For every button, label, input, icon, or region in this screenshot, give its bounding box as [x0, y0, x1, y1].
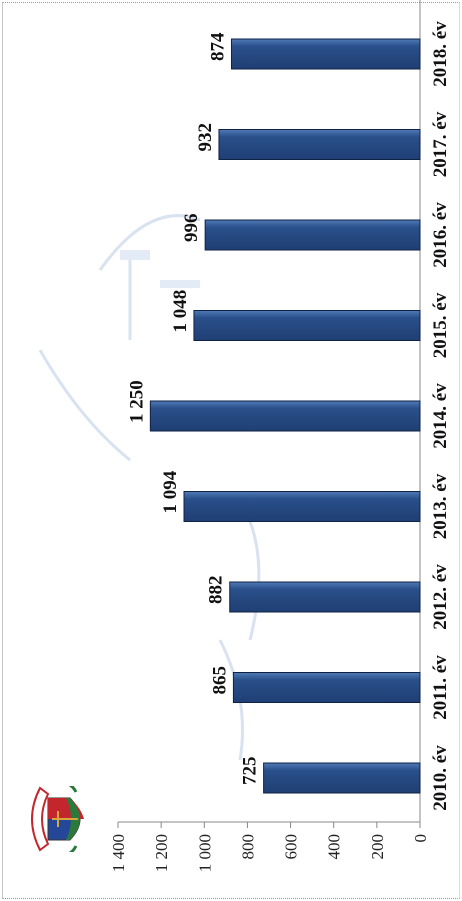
bar-2015: [193, 310, 421, 341]
category-label: 2017. év: [430, 111, 451, 177]
axis-tick-label: 200: [368, 834, 387, 860]
bar-2016: [204, 219, 421, 251]
axis-tick-label: 0: [411, 834, 430, 843]
axis-tick-label: 800: [238, 834, 257, 860]
bar-2018: [230, 38, 421, 70]
category-label: 2016. év: [430, 202, 451, 268]
category-label: 2015. év: [430, 292, 451, 358]
bar-value-label: 1 250: [126, 380, 147, 423]
axis-tick-label: 1 200: [152, 834, 171, 872]
bar-value-label: 1 048: [170, 290, 191, 333]
bar-2010: [263, 762, 421, 794]
axis-tick-label: 1 000: [195, 834, 214, 872]
axis-tick-label: 400: [325, 834, 344, 860]
bar-2014: [149, 400, 421, 432]
category-label: 2011. év: [430, 655, 451, 720]
coat-of-arms-emblem: [31, 786, 84, 852]
axis-tick-label: 600: [282, 834, 301, 860]
bar-value-label: 882: [206, 576, 227, 605]
bar-value-label: 1 094: [160, 470, 181, 513]
bar-value-label: 996: [181, 214, 202, 243]
category-label: 2013. év: [430, 473, 451, 539]
bar-value-label: 932: [195, 123, 216, 152]
category-label: 2014. év: [430, 383, 451, 449]
bar-2013: [183, 491, 421, 522]
category-label: 2010. év: [430, 745, 451, 811]
bar-value-label: 865: [209, 666, 230, 695]
bar-value-label: 874: [207, 32, 228, 61]
bar-2011: [232, 672, 421, 703]
axis-tick-label: 1 400: [109, 834, 128, 872]
category-label: 2018. év: [430, 21, 451, 87]
bar-2012: [229, 581, 421, 613]
bar-value-label: 725: [240, 757, 261, 786]
category-label: 2012. év: [430, 564, 451, 630]
bar-2017: [218, 129, 421, 160]
